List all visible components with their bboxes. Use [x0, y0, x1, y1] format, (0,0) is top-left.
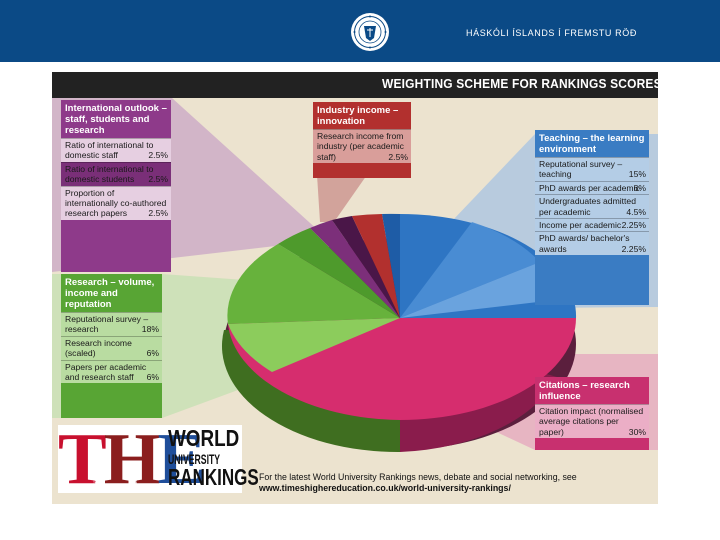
pie-slice-research — [227, 244, 400, 324]
item-label: PhD awards/ bachelor's awards — [539, 233, 630, 254]
industry-box: Industry income – innovation Research in… — [313, 102, 411, 178]
item-label: Proportion of internationally co-authore… — [65, 187, 167, 219]
citations-item: Citation impact (normalised average cita… — [535, 404, 649, 439]
research-item: Research income (scaled) 6% — [61, 335, 162, 360]
international-item: Ratio of international to domestic staff… — [61, 138, 171, 162]
logo-mini-times: Times — [64, 473, 69, 485]
logo-letter-t: T — [58, 418, 107, 499]
pie-slice-intl-2 — [332, 216, 400, 318]
university-seal-icon — [351, 13, 389, 51]
logo-letter-e: E — [157, 418, 207, 499]
research-item: Reputational survey – research 18% — [61, 312, 162, 336]
citations-title: Citations – research influence — [539, 380, 630, 402]
pie-slice-teaching-3 — [400, 222, 540, 318]
item-value: 4.5% — [626, 206, 646, 217]
pie-slice-research-2 — [278, 228, 400, 318]
the-rankings-logo: THE Times Higher Education WORLD UNIVERS… — [58, 422, 259, 495]
logo-world: WORLD — [168, 425, 240, 451]
research-title: Research – volume, income and reputation — [65, 277, 155, 310]
pie-slice-research-3 — [228, 318, 400, 372]
item-value: 2.5% — [148, 174, 168, 185]
item-label: Reputational survey – teaching — [539, 159, 623, 180]
item-label: Ratio of international to domestic staff — [65, 140, 154, 161]
header-bar: HÁSKÓLI ÍSLANDS Í FREMSTU RÖÐ — [0, 0, 720, 62]
logo-letter-h: H — [103, 418, 161, 499]
international-item: Proportion of internationally co-authore… — [61, 185, 171, 220]
item-label: Research income (scaled) — [65, 337, 132, 359]
item-value: 2.5% — [148, 150, 168, 161]
logo-letter-t: THE — [58, 418, 207, 499]
item-label: Income per academic — [539, 220, 622, 231]
item-label: Undergraduates admitted per academic — [539, 196, 636, 217]
international-title: International outlook – staff, students … — [65, 103, 167, 136]
pie-slice-industry — [352, 214, 400, 318]
item-value: 2.25% — [621, 220, 646, 231]
logo-university: UNIVERSITY — [168, 451, 221, 467]
item-label: Citation impact (normalised average cita… — [539, 406, 644, 437]
logo-mini-education: Education — [134, 466, 139, 487]
item-label: Papers per academic and research staff — [65, 361, 147, 383]
item-value: 6% — [633, 182, 646, 193]
pie-slice-teaching-2 — [382, 213, 400, 318]
teaching-item: Income per academic 2.25% — [535, 218, 649, 232]
item-value: 15% — [628, 169, 646, 180]
item-value: 2.5% — [148, 208, 168, 219]
rankings-infographic: WEIGHTING SCHEME FOR RANKINGS SCORES Int… — [52, 72, 658, 504]
logo-mini-higher: Higher — [94, 470, 99, 485]
research-box: Research – volume, income and reputation… — [61, 274, 162, 418]
pie-slice-intl — [310, 220, 400, 318]
teaching-title: Teaching – the learning environment — [539, 133, 645, 155]
item-value: 2.5% — [388, 151, 408, 162]
teaching-item: Undergraduates admitted per academic 4.5… — [535, 194, 649, 219]
logo-the-letters: THE — [58, 422, 206, 495]
citations-box: Citations – research influence Citation … — [535, 377, 649, 450]
item-value: 6% — [146, 372, 159, 383]
footer-note: For the latest World University Rankings… — [259, 472, 654, 494]
pie-slice-teaching-4 — [400, 262, 572, 318]
footer-url-link[interactable]: www.timeshighereducation.co.uk/world-uni… — [259, 483, 511, 493]
industry-item: Research income from industry (per acade… — [313, 129, 411, 164]
item-value: 30% — [628, 426, 646, 437]
research-item: Papers per academic and research staff 6… — [61, 359, 162, 384]
teaching-item: Reputational survey – teaching 15% — [535, 157, 649, 181]
item-label: Research income from industry (per acade… — [317, 131, 404, 162]
international-item: Ratio of international to domestic stude… — [61, 161, 171, 186]
industry-title: Industry income – innovation — [317, 105, 399, 127]
teaching-item: PhD awards per academic 6% — [535, 180, 649, 195]
logo-rankings: RANKINGS — [168, 464, 259, 490]
item-label: PhD awards per academic — [539, 182, 640, 193]
item-value: 2.25% — [621, 243, 646, 254]
infographic-title: WEIGHTING SCHEME FOR RANKINGS SCORES — [382, 76, 658, 91]
item-label: Reputational survey – research — [65, 314, 149, 335]
teaching-box: Teaching – the learning environment Repu… — [535, 130, 649, 305]
teaching-item: PhD awards/ bachelor's awards 2.25% — [535, 231, 649, 256]
infographic-header: WEIGHTING SCHEME FOR RANKINGS SCORES — [52, 72, 658, 98]
footer-text: For the latest World University Rankings… — [259, 472, 577, 482]
item-value: 18% — [141, 324, 159, 335]
header-title: HÁSKÓLI ÍSLANDS Í FREMSTU RÖÐ — [466, 28, 637, 38]
item-label: Ratio of international to domestic stude… — [65, 163, 154, 185]
item-value: 6% — [146, 348, 159, 359]
international-box: International outlook – staff, students … — [61, 100, 171, 272]
